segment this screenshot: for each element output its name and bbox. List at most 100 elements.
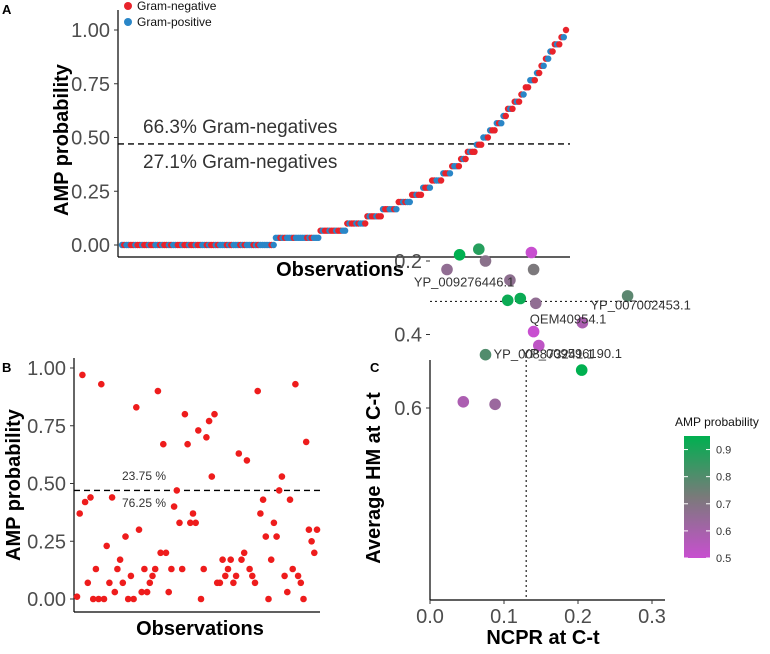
panel-b-data-point [216,579,224,587]
panel-b-data-point [170,503,178,510]
panel-b-data-point [162,549,170,557]
panel-label-b: B [2,360,11,375]
panel-c-data-point [441,263,453,276]
panel-b-data-point [294,572,302,580]
panel-b-data-point [181,410,189,418]
panel-b-data-point [160,440,167,448]
panel-b-y-tick-label: 0.75 [27,416,66,438]
panel-a-data-point [377,213,384,220]
panel-b-data-point [130,595,137,603]
panel-c-point-label: YP_009596190.1 [521,346,621,361]
panel-c-y-tick-label: 0.2 [394,251,422,273]
panel-b-data-point [284,588,291,596]
panel-b-data-point [281,572,288,580]
panel-a-data-point [471,148,478,155]
panel-b-data-point [114,565,121,573]
panel-b-data-point [187,519,194,527]
panel-c-point-label: YP_007002453.1 [590,298,690,313]
panel-b-y-tick-label: 0.50 [27,474,66,496]
panel-b-data-point [184,440,191,448]
panel-b-data-point [197,595,205,603]
panel-a-data-point [556,41,563,48]
panel-b-data-point [275,487,283,494]
panel-c-data-point [514,292,527,305]
panel-b-data-point [251,579,259,587]
panel-c-data-point [533,339,545,352]
panel-b-data-point [224,565,232,573]
panel-c-data-point [489,398,501,411]
panel-b-data-point [257,510,264,517]
panel-b-data-point [273,533,280,540]
panel-b-data-point [246,565,253,573]
panel-b-data-point [168,565,175,573]
panel-b-data-point [286,496,294,504]
panel-b-annotation-above: 23.75 % [122,469,166,483]
panel-b-data-point [122,533,129,540]
panel-c-data-point [479,255,492,267]
panel-c-data-point [479,348,492,361]
panel-label-c: C [370,360,380,375]
panel-a-data-point [531,77,538,84]
panel-a-data-point [462,155,469,163]
panel-b-data-point [146,579,154,587]
panel-b-data-point [103,542,110,550]
panel-b-data-point [262,533,270,540]
panel-c-x-tick-label: 0.3 [638,606,666,628]
panel-c-data-point [525,246,538,259]
panel-b-data-point [311,549,318,557]
panel-b-data-point [305,526,313,533]
panel-b-data-point [192,519,199,527]
panel-b-data-point [249,572,256,580]
panel-b-data-point [173,487,181,494]
panel-b-data-point [87,494,94,501]
panel-a: AMP probability Observations 66.3% Gram-… [51,0,570,281]
panel-c-data-point [527,263,540,276]
panel-c-point-label: QEM40954.1 [530,311,607,326]
panel-c-data-point [453,249,466,261]
panel-b-data-point [267,556,275,563]
panel-b-x-label: Observations [136,618,264,640]
panel-b-data-point [243,457,251,464]
panel-a-x-label: Observations [276,259,404,281]
panel-c-x-tick-label: 0.1 [490,606,518,628]
panel-a-data-point [502,112,509,120]
color-legend-tick-label: 0.7 [716,499,731,511]
panel-b-data-point [100,595,108,603]
panel-a-data-point [540,62,547,69]
panel-a-y-label: AMP probability [51,63,73,216]
panel-b-data-point [127,572,135,580]
panel-b-data-point [219,556,226,563]
panel-a-data-point [498,120,505,127]
panel-a-data-point [549,48,556,55]
panel-b-data-point [230,579,237,587]
panel-b-data-point [227,556,234,563]
panel-c-data-point [530,297,542,310]
panel-b-data-point [232,572,240,580]
panel-b-data-point [270,519,278,527]
panel-b-data-point [154,387,162,395]
panel-c-y-label: Average HM at C-t [363,392,385,564]
panel-b-data-point [297,579,305,587]
color-legend-tick-label: 0.9 [716,445,731,457]
panel-b-annotation-below: 76.25 % [122,496,166,510]
panel-a-data-point [491,127,498,134]
color-legend-tick-label: 0.5 [716,553,731,565]
panel-b-data-point [240,549,248,557]
panel-b-data-point [84,579,92,587]
panel-b-data-point [265,595,272,603]
panel-c-y-tick-label: 0.4 [394,325,422,347]
panel-b-y-label: AMP probability [3,408,25,561]
panel-b-data-point [138,588,145,596]
panel-c-y-tick-label: 0.6 [394,398,422,420]
panel-b-data-point [141,565,148,573]
panel-b-data-point [111,588,119,596]
panel-c-data-point [621,290,634,302]
legend-marker-gram-positive [124,18,132,26]
panel-a-annotation-above: 66.3% Gram-negatives [143,117,337,138]
panel-b-data-point [143,588,151,596]
panel-b-data-point [116,556,124,563]
panel-a-data-point [270,241,277,249]
panel-b-data-point [176,519,183,527]
panel-b-data-point [313,526,321,533]
